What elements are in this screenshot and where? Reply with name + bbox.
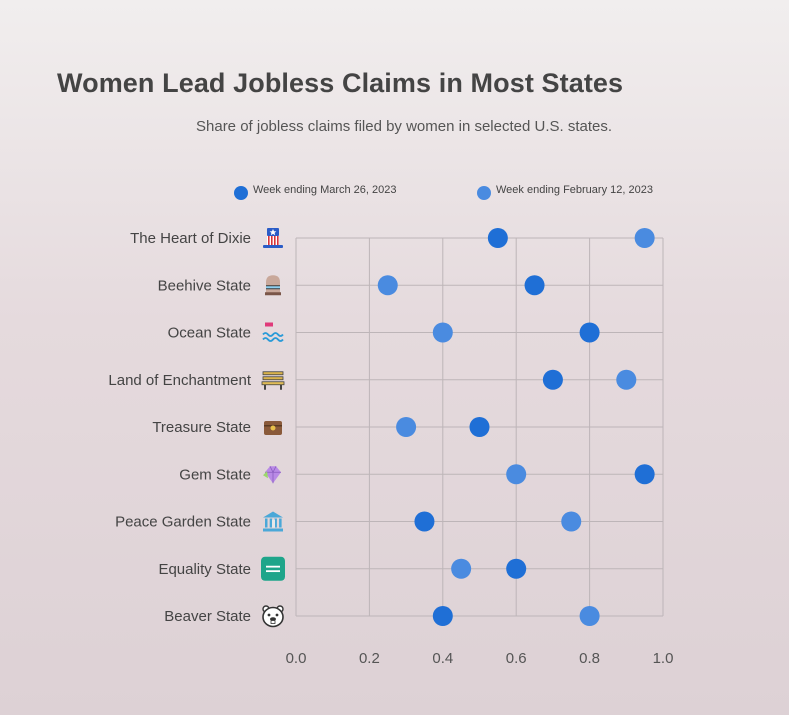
- ocean-waves-icon: [262, 322, 284, 342]
- chart-subtitle: Share of jobless claims filed by women i…: [196, 118, 613, 135]
- legend: Week ending March 26, 2023 Week ending Fe…: [234, 184, 653, 200]
- grid-layer: [295, 237, 664, 617]
- data-point: [579, 606, 600, 626]
- data-point: [451, 558, 472, 579]
- data-point: [616, 369, 637, 390]
- category-label: Equality State: [158, 561, 251, 578]
- category-label: Beehive State: [158, 277, 251, 294]
- treasure-chest-icon: [264, 421, 282, 435]
- x-tick-label: 0.6: [506, 650, 527, 667]
- legend-label: Week ending February 12, 2023: [496, 184, 653, 196]
- x-tick-label: 0.8: [579, 650, 600, 667]
- gem-icon: [263, 466, 281, 484]
- x-tick-label: 0.0: [286, 650, 307, 667]
- legend-marker: [234, 186, 248, 200]
- data-point: [432, 322, 453, 343]
- data-point: [396, 417, 417, 437]
- data-points: [377, 228, 655, 626]
- data-point: [542, 369, 563, 390]
- data-point: [524, 275, 545, 296]
- data-point: [469, 417, 490, 437]
- category-label: The Heart of Dixie: [130, 230, 251, 247]
- category-label: Gem State: [179, 466, 251, 483]
- data-point: [561, 511, 582, 532]
- legend-label: Week ending March 26, 2023: [253, 184, 397, 196]
- x-axis: 0.0 0.2 0.4 0.6 0.8 1.0: [286, 650, 674, 667]
- category-label: Treasure State: [152, 419, 251, 436]
- classical-building-icon: [263, 511, 283, 532]
- x-tick-label: 1.0: [653, 650, 674, 667]
- x-tick-label: 0.2: [359, 650, 380, 667]
- category-axis: The Heart of Dixie Beehive State Ocean Sta…: [108, 228, 285, 628]
- category-label: Land of Enchantment: [108, 372, 251, 389]
- data-point: [506, 464, 527, 485]
- category-label: Beaver State: [164, 608, 251, 625]
- beehive-icon: [265, 275, 281, 296]
- uncle-sam-hat-icon: [263, 228, 283, 248]
- legend-marker: [477, 186, 491, 200]
- data-point: [634, 228, 655, 248]
- category-label: Ocean State: [168, 325, 251, 342]
- bench-icon: [261, 371, 285, 390]
- data-point: [377, 275, 398, 296]
- beaver-icon: [262, 605, 284, 628]
- equals-sign-icon: [261, 556, 285, 581]
- category-label: Peace Garden State: [115, 514, 251, 531]
- data-point: [432, 606, 453, 626]
- data-point: [579, 322, 600, 343]
- chart-title: Women Lead Jobless Claims in Most States: [57, 68, 624, 98]
- x-tick-label: 0.4: [432, 650, 453, 667]
- data-point: [414, 511, 435, 532]
- data-point: [487, 228, 508, 248]
- data-point: [506, 558, 527, 579]
- data-point: [634, 464, 655, 485]
